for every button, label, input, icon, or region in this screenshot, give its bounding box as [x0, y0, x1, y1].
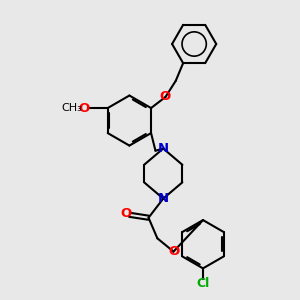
Text: O: O	[168, 245, 179, 258]
Text: N: N	[158, 192, 169, 205]
Text: O: O	[160, 91, 171, 103]
Text: CH₃: CH₃	[61, 103, 82, 113]
Text: O: O	[79, 101, 90, 115]
Text: Cl: Cl	[196, 277, 210, 290]
Text: N: N	[158, 142, 169, 155]
Text: O: O	[121, 207, 132, 220]
